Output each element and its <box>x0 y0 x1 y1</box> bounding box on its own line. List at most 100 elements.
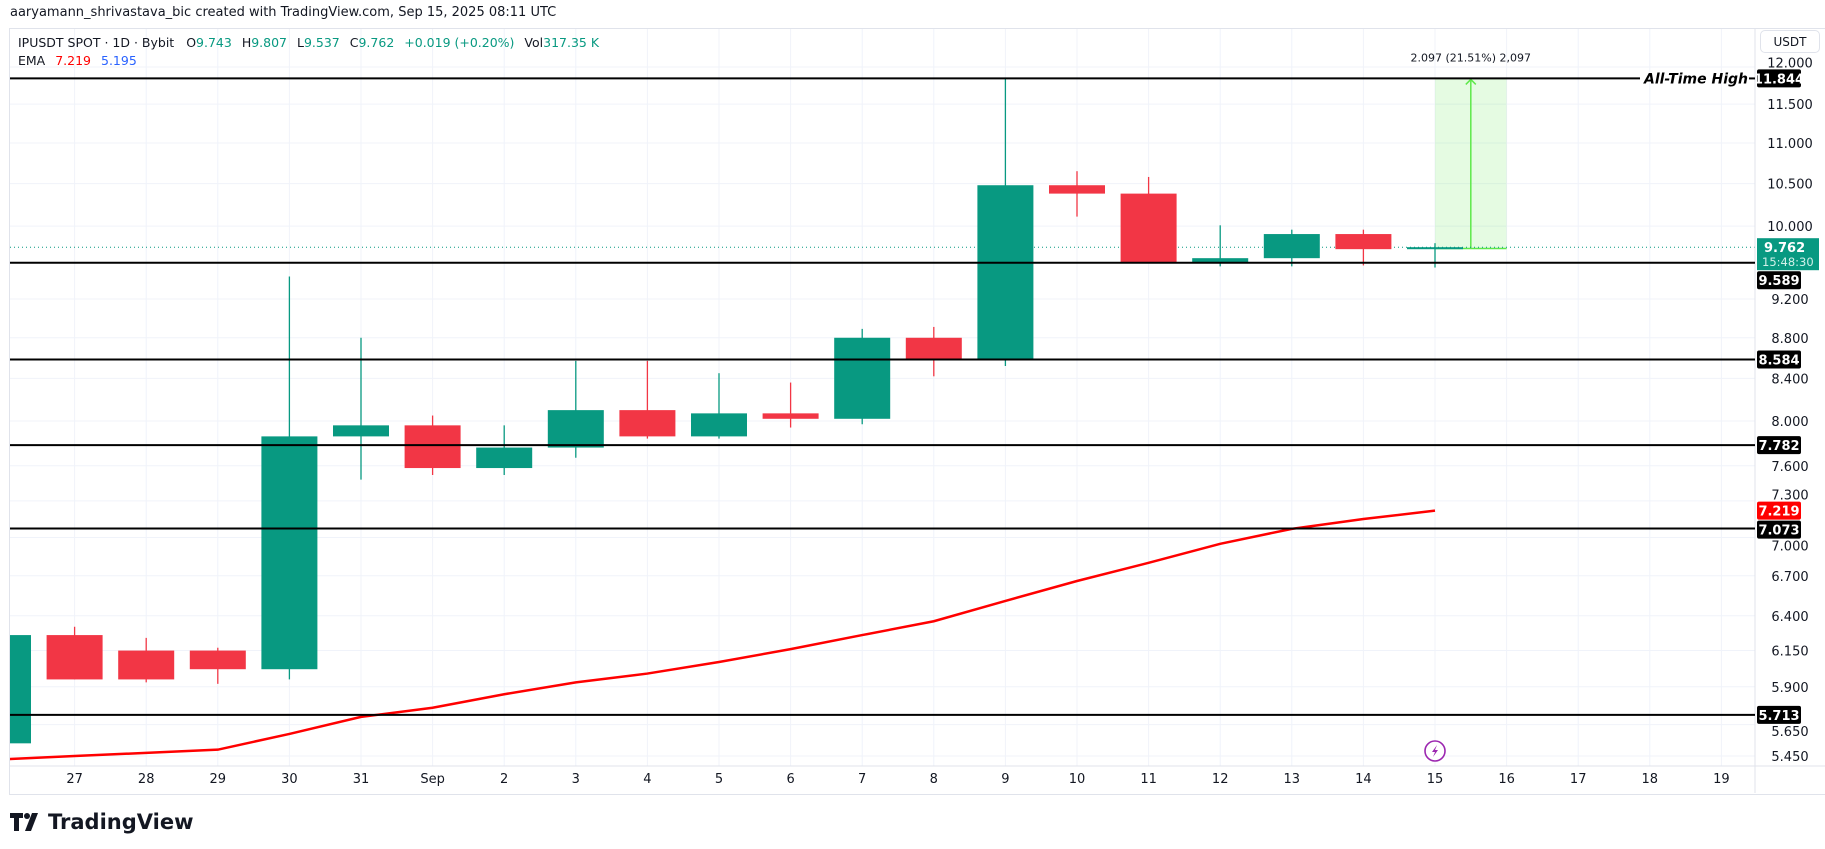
x-tick-label: 16 <box>1498 772 1515 787</box>
ema-row: EMA 7.219 5.195 <box>18 52 599 70</box>
level-price-text: 8.584 <box>1758 353 1799 368</box>
candle-body <box>905 337 962 360</box>
lightning-bolt <box>1432 745 1438 757</box>
x-tick-label: 12 <box>1212 772 1229 787</box>
x-tick-label: 17 <box>1570 772 1587 787</box>
plot-area <box>10 29 1755 766</box>
candle-body <box>1335 234 1392 250</box>
level-price-tag <box>1757 350 1801 369</box>
candle-body <box>118 650 175 680</box>
x-tick-label: 5 <box>715 772 723 787</box>
x-tick-label: 10 <box>1069 772 1086 787</box>
candle-body <box>46 635 103 680</box>
level-price-tag <box>1757 69 1801 88</box>
x-tick-label: 14 <box>1355 772 1372 787</box>
measure-label: 2.097 (21.51%) 2,097 <box>1411 51 1532 64</box>
candle <box>10 635 31 744</box>
candle <box>977 78 1034 366</box>
currency-button[interactable]: USDT <box>1760 30 1820 53</box>
x-tick-label: 9 <box>1001 772 1009 787</box>
chart-credit: aaryamann_shrivastava_bic created with T… <box>10 5 557 20</box>
open-label: O <box>186 35 197 50</box>
level-price-tag <box>1757 520 1801 539</box>
candle <box>691 373 747 439</box>
chart-legend: IPUSDT SPOT · 1D · Bybit O9.743 H9.807 L… <box>18 34 599 70</box>
volume-value: 317.35 K <box>543 35 600 50</box>
y-tick-label: 10.000 <box>1767 220 1813 235</box>
x-tick-label: 3 <box>572 772 580 787</box>
close-label: C <box>349 35 359 50</box>
y-tick-label: 11.500 <box>1767 98 1813 113</box>
y-tick-label: 6.150 <box>1771 645 1808 660</box>
candle-body <box>1049 185 1105 194</box>
candle <box>476 425 533 475</box>
x-tick-label: 13 <box>1284 772 1301 787</box>
ema-price-text: 7.219 <box>1758 505 1799 520</box>
x-tick-label: 30 <box>281 772 298 787</box>
candle-body <box>189 650 246 670</box>
tradingview-logo: TradingView <box>10 810 193 834</box>
y-tick-label: 5.650 <box>1771 725 1808 740</box>
candle <box>1192 225 1249 267</box>
y-tick-label: 8.400 <box>1771 372 1808 387</box>
y-tick-label: 8.000 <box>1771 415 1808 430</box>
ema-label[interactable]: EMA <box>18 53 46 68</box>
y-tick-label: 5.900 <box>1771 681 1808 696</box>
level-price-text: 9.589 <box>1758 274 1799 289</box>
level-price-text: 5.713 <box>1758 709 1799 724</box>
candle <box>1263 229 1320 267</box>
change-value: +0.019 (+0.20%) <box>404 35 515 50</box>
candle <box>1049 171 1105 217</box>
x-tick-label: 19 <box>1713 772 1730 787</box>
symbol-title[interactable]: IPUSDT SPOT · 1D · Bybit <box>18 35 175 50</box>
candle-body <box>10 635 31 744</box>
level-price-text: 7.782 <box>1758 439 1799 454</box>
candle-body <box>691 413 747 437</box>
candle-body <box>1120 193 1177 263</box>
y-tick-label: 5.450 <box>1771 750 1808 765</box>
candle <box>118 637 175 683</box>
ema-value: 7.219 <box>55 53 92 68</box>
y-tick-label: 10.500 <box>1767 178 1813 193</box>
x-tick-label: 2 <box>500 772 508 787</box>
x-tick-label: 28 <box>138 772 155 787</box>
chart-frame <box>9 28 1825 795</box>
candle-body <box>547 410 604 448</box>
lightning-alert-icon[interactable] <box>1424 740 1446 762</box>
candle-body <box>261 436 318 670</box>
candle <box>905 326 962 377</box>
last-price-text: 9.762 <box>1764 241 1805 256</box>
logo-text: TradingView <box>48 810 194 834</box>
high-label: H <box>241 35 252 50</box>
low-label: L <box>297 35 304 50</box>
y-tick-label: 12.000 <box>1767 56 1813 71</box>
x-tick-label: 7 <box>858 772 866 787</box>
candle <box>834 328 891 425</box>
candle-body <box>762 413 819 419</box>
candle-body <box>1263 234 1320 259</box>
candle <box>46 626 103 680</box>
candle-body <box>619 410 676 437</box>
x-tick-label: 18 <box>1642 772 1659 787</box>
level-price-tag <box>1757 436 1801 455</box>
y-tick-label: 9.200 <box>1771 293 1808 308</box>
candle <box>333 337 389 480</box>
candle <box>619 360 676 439</box>
y-tick-label: 7.600 <box>1771 460 1808 475</box>
candle-body <box>333 425 389 437</box>
ema-secondary-value: 5.195 <box>101 53 137 68</box>
y-tick-label: 7.000 <box>1771 540 1808 555</box>
candle-body <box>977 185 1034 360</box>
x-tick-label: 4 <box>643 772 651 787</box>
countdown-text: 15:48:30 <box>1762 255 1814 269</box>
y-tick-label: 6.400 <box>1771 610 1808 625</box>
candle-body <box>476 447 533 469</box>
level-price-tag <box>1757 271 1801 290</box>
level-price-text: 7.073 <box>1758 524 1799 539</box>
candle-body <box>1192 258 1249 263</box>
candle-body <box>404 425 461 469</box>
x-tick-label: 29 <box>210 772 227 787</box>
last-price-tag <box>1757 238 1819 271</box>
candle <box>762 382 819 428</box>
